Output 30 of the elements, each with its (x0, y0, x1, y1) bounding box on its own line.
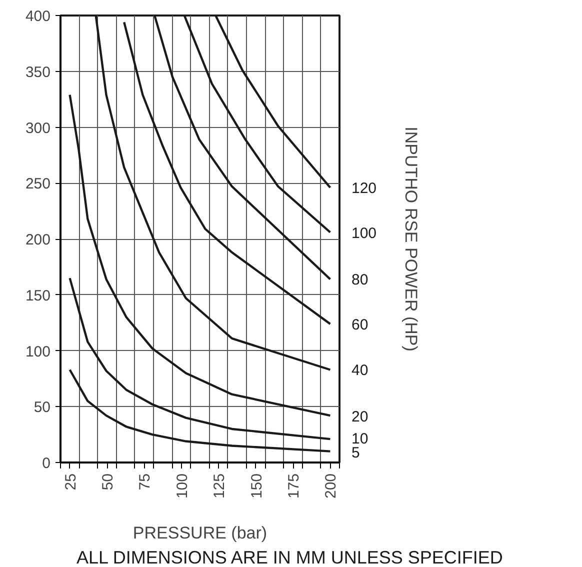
series-label: 100 (352, 224, 377, 242)
text: ALL DIMENSIONS ARE IN MM UNLESS SPECIFIED (76, 548, 503, 567)
x-tick-label: 75 (136, 473, 154, 490)
series-label: 80 (352, 272, 368, 289)
series-label: 40 (352, 362, 368, 380)
x-tick-label: 25 (62, 473, 80, 490)
x-tick-label: 200 (322, 473, 340, 499)
y-tick-label: 400 (25, 8, 51, 25)
line-series (68, 368, 332, 452)
line-series (68, 277, 332, 440)
series-label: 60 (352, 316, 368, 334)
y-tick-label: 250 (25, 176, 51, 193)
y-tick-label: 0 (42, 455, 50, 472)
y-tick-label: 150 (25, 287, 51, 304)
series-label: 20 (352, 408, 368, 426)
x-tick-label: 175 (286, 473, 302, 499)
x-tick-label: 100 (174, 473, 191, 499)
x-tick-label: 50 (100, 473, 116, 490)
x-tick-label: 150 (248, 473, 266, 499)
x-tick-label: 125 (211, 473, 228, 499)
y-tick-label: 50 (34, 399, 51, 416)
y2-axis-title: INPUTHO RSE POWER (HP) (402, 126, 421, 352)
x-axis-title: PRESSURE (bar) (132, 524, 268, 543)
line-series (123, 21, 332, 326)
y-tick-label: 200 (25, 232, 51, 248)
y-tick-label: 350 (25, 64, 51, 81)
line-series (68, 94, 332, 417)
y-tick-label: 300 (25, 120, 51, 137)
y-tick-label: 100 (25, 343, 51, 360)
series-label: 120 (352, 180, 377, 198)
